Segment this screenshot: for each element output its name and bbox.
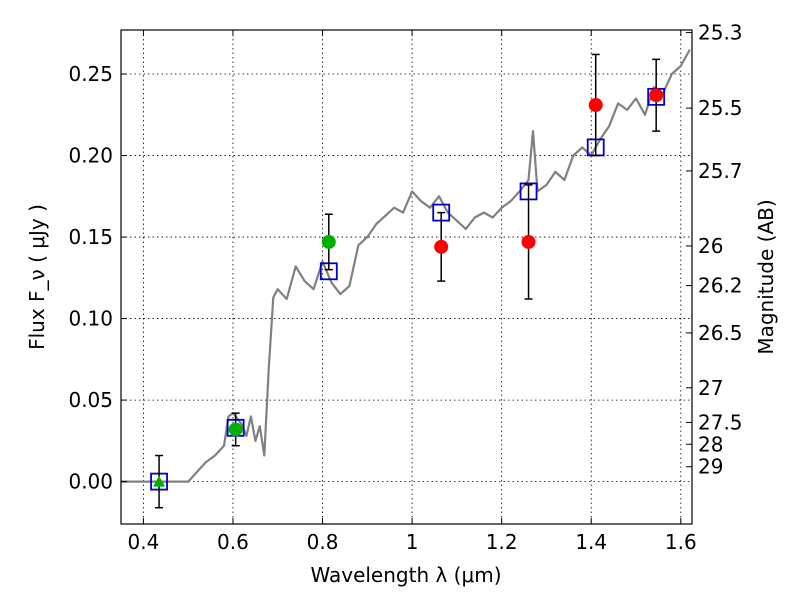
magnitude-tick-label: 29	[698, 455, 723, 479]
magnitude-tick-label: 27	[698, 376, 723, 400]
y-tick-label: 0.25	[68, 62, 113, 86]
upper-limit-triangle	[153, 475, 166, 487]
observed-nir-point	[521, 234, 536, 249]
x-tick-label: 1.2	[486, 530, 518, 554]
model-spectrum-line	[121, 49, 691, 483]
x-axis-label: Wavelength λ (μm)	[310, 563, 501, 587]
y-tick-label: 0.20	[68, 144, 113, 168]
magnitude-tick-label: 25.5	[698, 96, 743, 120]
x-tick-label: 1.4	[575, 530, 607, 554]
x-tick-label: 0.6	[217, 530, 249, 554]
x-tick-label: 0.4	[127, 530, 159, 554]
axis-ticks: 0.4 0.6 0.8 1 1.2 1.4 1.6 0.00 0.05 0.10 0.15 0.20 0…	[68, 21, 742, 554]
observed-optical-point	[321, 234, 336, 249]
y-tick-label: 0.00	[68, 470, 113, 494]
y-axis-label: Flux F_ν ( μJy )	[25, 204, 49, 350]
magnitude-tick-label: 27.5	[698, 410, 743, 434]
x-tick-label: 1	[406, 530, 419, 554]
plot-frame	[120, 29, 693, 525]
observed-nir-point	[434, 239, 449, 254]
y-tick-label: 0.10	[68, 307, 113, 331]
x-tick-label: 0.8	[307, 530, 339, 554]
data-markers	[150, 53, 666, 509]
magnitude-tick-label: 25.3	[698, 21, 743, 45]
y-tick-label: 0.15	[68, 225, 113, 249]
x-tick-label: 1.6	[665, 530, 697, 554]
observed-nir-point	[588, 97, 603, 112]
magnitude-tick-label: 26.5	[698, 321, 743, 345]
data-series	[121, 49, 691, 483]
y-tick-label: 0.05	[68, 388, 113, 412]
magnitude-tick-label: 25.7	[698, 159, 743, 183]
magnitude-axis-label: Magnitude (AB)	[754, 199, 778, 354]
observed-nir-point	[649, 88, 664, 103]
observed-optical-point	[228, 422, 243, 437]
magnitude-tick-label: 26.2	[698, 274, 743, 298]
grid-lines	[121, 30, 692, 524]
magnitude-tick-label: 28	[698, 432, 723, 456]
magnitude-tick-label: 26	[698, 234, 723, 258]
